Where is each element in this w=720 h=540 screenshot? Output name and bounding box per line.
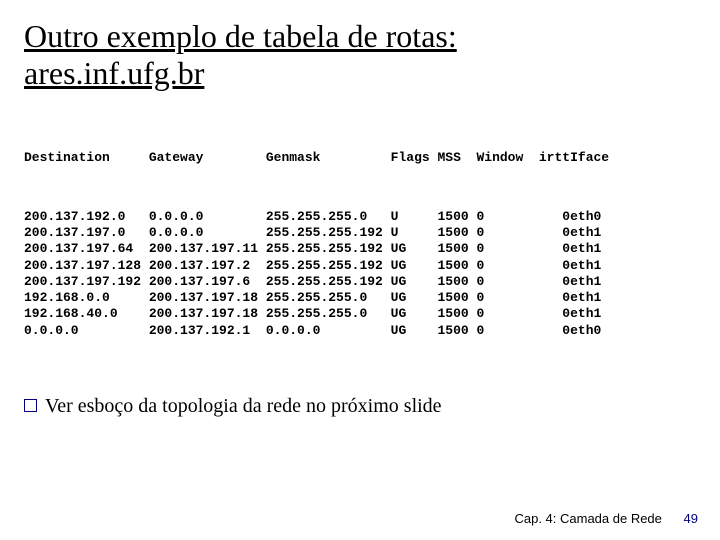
page-number: 49 — [684, 511, 698, 526]
footer-label: Cap. 4: Camada de Rede — [514, 511, 661, 526]
routing-table-body: 200.137.192.0 0.0.0.0 255.255.255.0 U 15… — [24, 209, 696, 339]
bullet-square-icon — [24, 399, 37, 412]
slide-footer: Cap. 4: Camada de Rede 49 — [514, 511, 698, 526]
bullet-text: Ver esboço da topologia da rede no próxi… — [45, 395, 442, 417]
routing-table: Destination Gateway Genmask Flags MSS Wi… — [24, 118, 696, 372]
bullet-line: Ver esboço da topologia da rede no próxi… — [24, 395, 696, 418]
title-line-2: ares.inf.ufg.br — [24, 55, 204, 91]
slide-title: Outro exemplo de tabela de rotas: ares.i… — [24, 18, 696, 92]
routing-table-header: Destination Gateway Genmask Flags MSS Wi… — [24, 150, 696, 166]
slide-container: Outro exemplo de tabela de rotas: ares.i… — [0, 0, 720, 540]
title-line-1: Outro exemplo de tabela de rotas: — [24, 18, 457, 54]
